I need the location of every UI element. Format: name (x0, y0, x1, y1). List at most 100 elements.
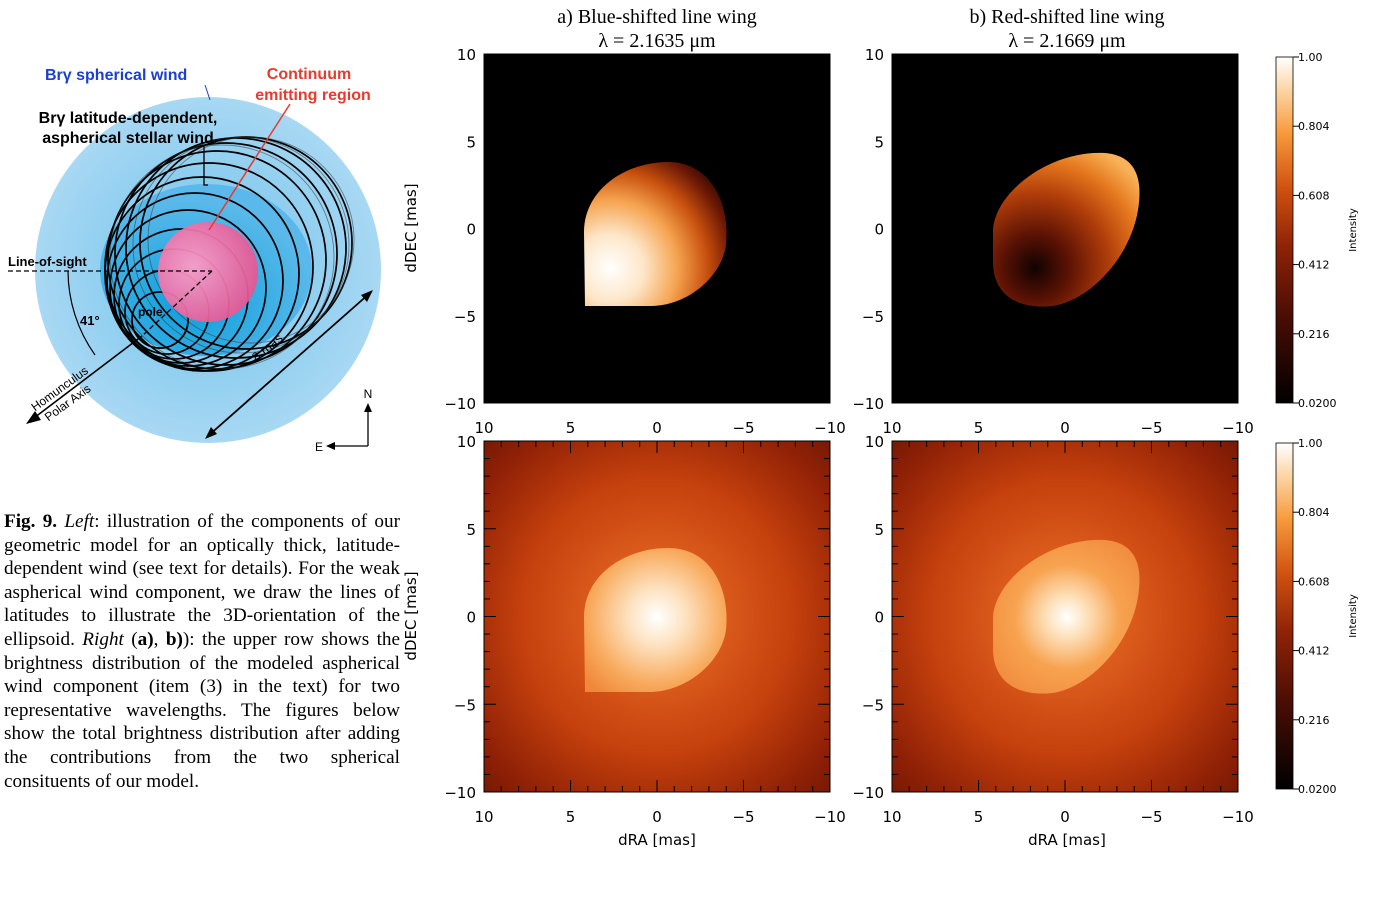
caption-fig-label: Fig. 9. (4, 511, 58, 532)
colorbar-upper-label: Intensity (1348, 208, 1359, 252)
y-tick-label-upper-left: −10 (444, 395, 476, 413)
caption-left-label: Left (64, 511, 95, 532)
angle-arc (67, 270, 96, 356)
wind-leader-line (204, 84, 211, 101)
x-tick-label-lower-right: 5 (974, 808, 984, 826)
compass-north-label: N (364, 387, 373, 401)
panel-upper-right (892, 54, 1238, 403)
compass-east-label: E (315, 440, 323, 454)
x-tick-label-lower-left: 10 (474, 808, 493, 826)
colorbar-tick-label-lower: 0.412 (1298, 645, 1330, 658)
xlabel-left: dRA [mas] (618, 831, 696, 849)
x-tick-label-upper-left: 5 (566, 419, 576, 437)
y-tick-label-upper-right: −10 (852, 395, 884, 413)
colorbar-tick-label-upper: 1.00 (1298, 51, 1323, 64)
colorbar-tick-label-upper: 0.0200 (1298, 397, 1337, 410)
x-tick-label-lower-right: −5 (1140, 808, 1162, 826)
caption-text-1: : illustration of the components of our … (4, 511, 400, 650)
panel-upper-left (484, 54, 830, 403)
x-tick-label-upper-right: 5 (974, 419, 984, 437)
xlabel-right: dRA [mas] (1028, 831, 1106, 849)
colorbar-tick-label-upper: 0.608 (1298, 189, 1330, 202)
x-tick-label-lower-right: −10 (1222, 808, 1254, 826)
figure-caption: Fig. 9. Left: illustration of the compon… (4, 510, 400, 793)
colorbar-upper (1275, 56, 1294, 404)
panel-b-title-2: λ = 2.1669 μm (1008, 30, 1126, 52)
scale-arrowhead-1 (205, 427, 217, 439)
scale-arrowhead-2 (361, 290, 373, 302)
x-tick-label-lower-right: 10 (882, 808, 901, 826)
aspherical-label-2: aspherical stellar wind (42, 130, 214, 147)
panel-a-title-1: a) Blue-shifted line wing (557, 6, 756, 28)
y-tick-label-lower-right: 10 (865, 433, 884, 451)
x-tick-label-upper-left: 0 (652, 419, 662, 437)
x-tick-label-upper-right: −10 (1222, 419, 1254, 437)
caption-a-label: a) (137, 628, 154, 650)
panel-lower-right (892, 441, 1238, 792)
panel-a-title-2: λ = 2.1635 μm (598, 30, 716, 52)
y-tick-label-upper-left: −5 (454, 308, 476, 326)
y-tick-label-upper-right: 5 (874, 133, 884, 151)
ylabel-lower: dDEC [mas] (402, 571, 420, 660)
panel-b-title-1: b) Red-shifted line wing (970, 6, 1165, 28)
caption-right-label: Right (82, 628, 124, 650)
y-tick-label-lower-right: 5 (874, 521, 884, 539)
axes-layer: 10 5 0 −5 −10 10 5 0 −5 −10 10 5 0 −5 −10 10 5 0 −5 −10 10 5 0… (444, 46, 1336, 826)
y-tick-label-lower-right: −5 (862, 696, 884, 714)
scale-bar (207, 292, 371, 437)
panel-lower-right-emission (993, 539, 1140, 694)
colorbar-tick-label-lower: 0.608 (1298, 575, 1330, 588)
colorbar-tick-label-lower: 0.804 (1298, 506, 1330, 519)
colorbar-lower-label: Intensity (1348, 594, 1359, 638)
panel-upper-right-emission (993, 152, 1140, 307)
polar-axis-arrowhead (26, 411, 41, 424)
y-tick-label-lower-left: 10 (457, 433, 476, 451)
aspherical-label-1: Brγ latitude-dependent, (39, 110, 218, 127)
y-tick-label-lower-right: −10 (852, 784, 884, 802)
x-tick-label-lower-right: 0 (1060, 808, 1070, 826)
colorbar-tick-label-lower: 0.216 (1298, 714, 1330, 727)
x-tick-label-lower-left: −10 (814, 808, 846, 826)
aspherical-leader-line (203, 145, 208, 186)
continuum-leader-line (208, 103, 291, 231)
pole-label: pole (138, 305, 163, 319)
y-tick-label-lower-left: 0 (466, 609, 476, 627)
colorbar-lower (1275, 442, 1294, 790)
colorbar-tick-label-upper: 0.216 (1298, 328, 1330, 341)
y-tick-label-upper-left: 10 (457, 46, 476, 64)
continuum-region (158, 222, 258, 322)
y-tick-label-lower-left: −5 (454, 696, 476, 714)
x-tick-label-upper-right: −5 (1140, 419, 1162, 437)
schematic-diagram: Brγ spherical wind Continuum emitting re… (8, 66, 381, 454)
y-tick-label-lower-right: 0 (874, 609, 884, 627)
continuum-label-1: Continuum (267, 66, 351, 83)
caption-comma: , (153, 628, 166, 650)
wind-label: Brγ spherical wind (45, 67, 187, 84)
colorbar-tick-label-lower: 1.00 (1298, 437, 1323, 450)
y-tick-label-upper-left: 5 (466, 133, 476, 151)
colorbar-tick-label-upper: 0.412 (1298, 259, 1330, 272)
x-tick-label-upper-left: −10 (814, 419, 846, 437)
x-tick-label-lower-left: 0 (652, 808, 662, 826)
y-tick-label-lower-left: 5 (466, 521, 476, 539)
ylabel-upper: dDEC [mas] (402, 183, 420, 272)
compass-north-arrowhead (364, 403, 372, 412)
polar-axis-arrow (29, 335, 143, 422)
x-tick-label-lower-left: 5 (566, 808, 576, 826)
panel-lower-left-emission (584, 548, 727, 692)
x-tick-label-upper-right: 10 (882, 419, 901, 437)
compass-east-arrowhead (326, 442, 335, 450)
caption-text-2: ): the upper row shows the brightness di… (4, 628, 401, 792)
y-tick-label-lower-left: −10 (444, 784, 476, 802)
x-tick-label-lower-left: −5 (732, 808, 754, 826)
x-tick-label-upper-left: −5 (732, 419, 754, 437)
panel-upper-left-emission (584, 162, 727, 306)
panel-lower-left (484, 441, 830, 792)
colorbar-tick-label-upper: 0.804 (1298, 120, 1330, 133)
caption-b-label: b) (165, 628, 183, 650)
x-tick-label-upper-left: 10 (474, 419, 493, 437)
colorbar-tick-label-lower: 0.0200 (1298, 783, 1337, 796)
line-of-sight-label: Line-of-sight (8, 254, 87, 269)
